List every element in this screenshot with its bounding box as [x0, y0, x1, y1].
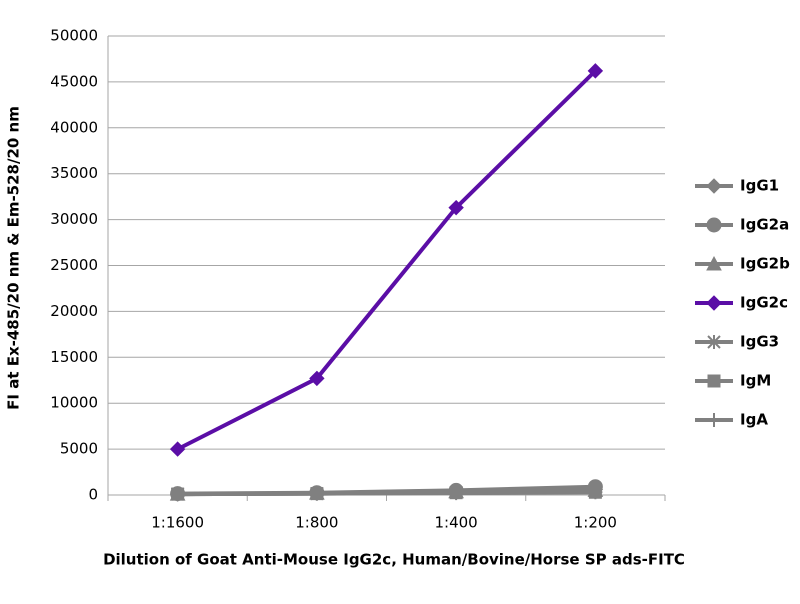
marker — [169, 441, 186, 457]
marker — [309, 370, 325, 387]
legend-marker — [707, 413, 721, 427]
x-tick-label: 1:1600 — [151, 514, 204, 532]
y-tick-label: 0 — [88, 486, 98, 504]
y-tick-label: 15000 — [50, 348, 98, 366]
legend-marker — [706, 295, 722, 311]
legend-marker — [706, 255, 722, 271]
y-tick-label: 20000 — [50, 302, 98, 320]
x-tick-label: 1:800 — [295, 514, 338, 532]
series-line — [176, 69, 597, 451]
y-tick-label: 45000 — [50, 72, 98, 90]
legend-label: IgA — [740, 411, 768, 429]
marker — [588, 485, 603, 500]
legend-marker — [707, 335, 721, 349]
y-tick-label: 5000 — [60, 440, 98, 458]
marker — [170, 487, 185, 502]
y-tick-label: 25000 — [50, 256, 98, 274]
marker — [587, 63, 604, 79]
y-axis-title: FI at Ex-485/20 nm & Em-528/20 nm — [5, 106, 23, 410]
series-line — [177, 490, 596, 497]
legend-label: IgG2b — [740, 255, 790, 273]
legend-marker — [707, 374, 721, 388]
y-tick-label: 10000 — [50, 394, 98, 412]
y-tick-label: 30000 — [50, 210, 98, 228]
y-tick-label: 50000 — [50, 27, 98, 45]
legend-marker — [706, 217, 722, 233]
x-tick-label: 1:400 — [435, 514, 478, 532]
x-tick-label: 1:200 — [574, 514, 617, 532]
legend-label: IgG1 — [740, 177, 779, 195]
x-axis-title: Dilution of Goat Anti-Mouse IgG2c, Human… — [103, 551, 685, 569]
y-tick-label: 40000 — [50, 118, 98, 136]
legend-label: IgM — [740, 372, 771, 390]
marker — [449, 486, 464, 501]
legend-label: IgG3 — [740, 333, 779, 351]
y-tick-label: 35000 — [50, 164, 98, 182]
legend-label: IgG2a — [740, 216, 789, 234]
legend-marker — [706, 178, 722, 194]
marker — [448, 199, 464, 216]
marker — [309, 486, 324, 501]
legend-label: IgG2c — [740, 294, 788, 312]
